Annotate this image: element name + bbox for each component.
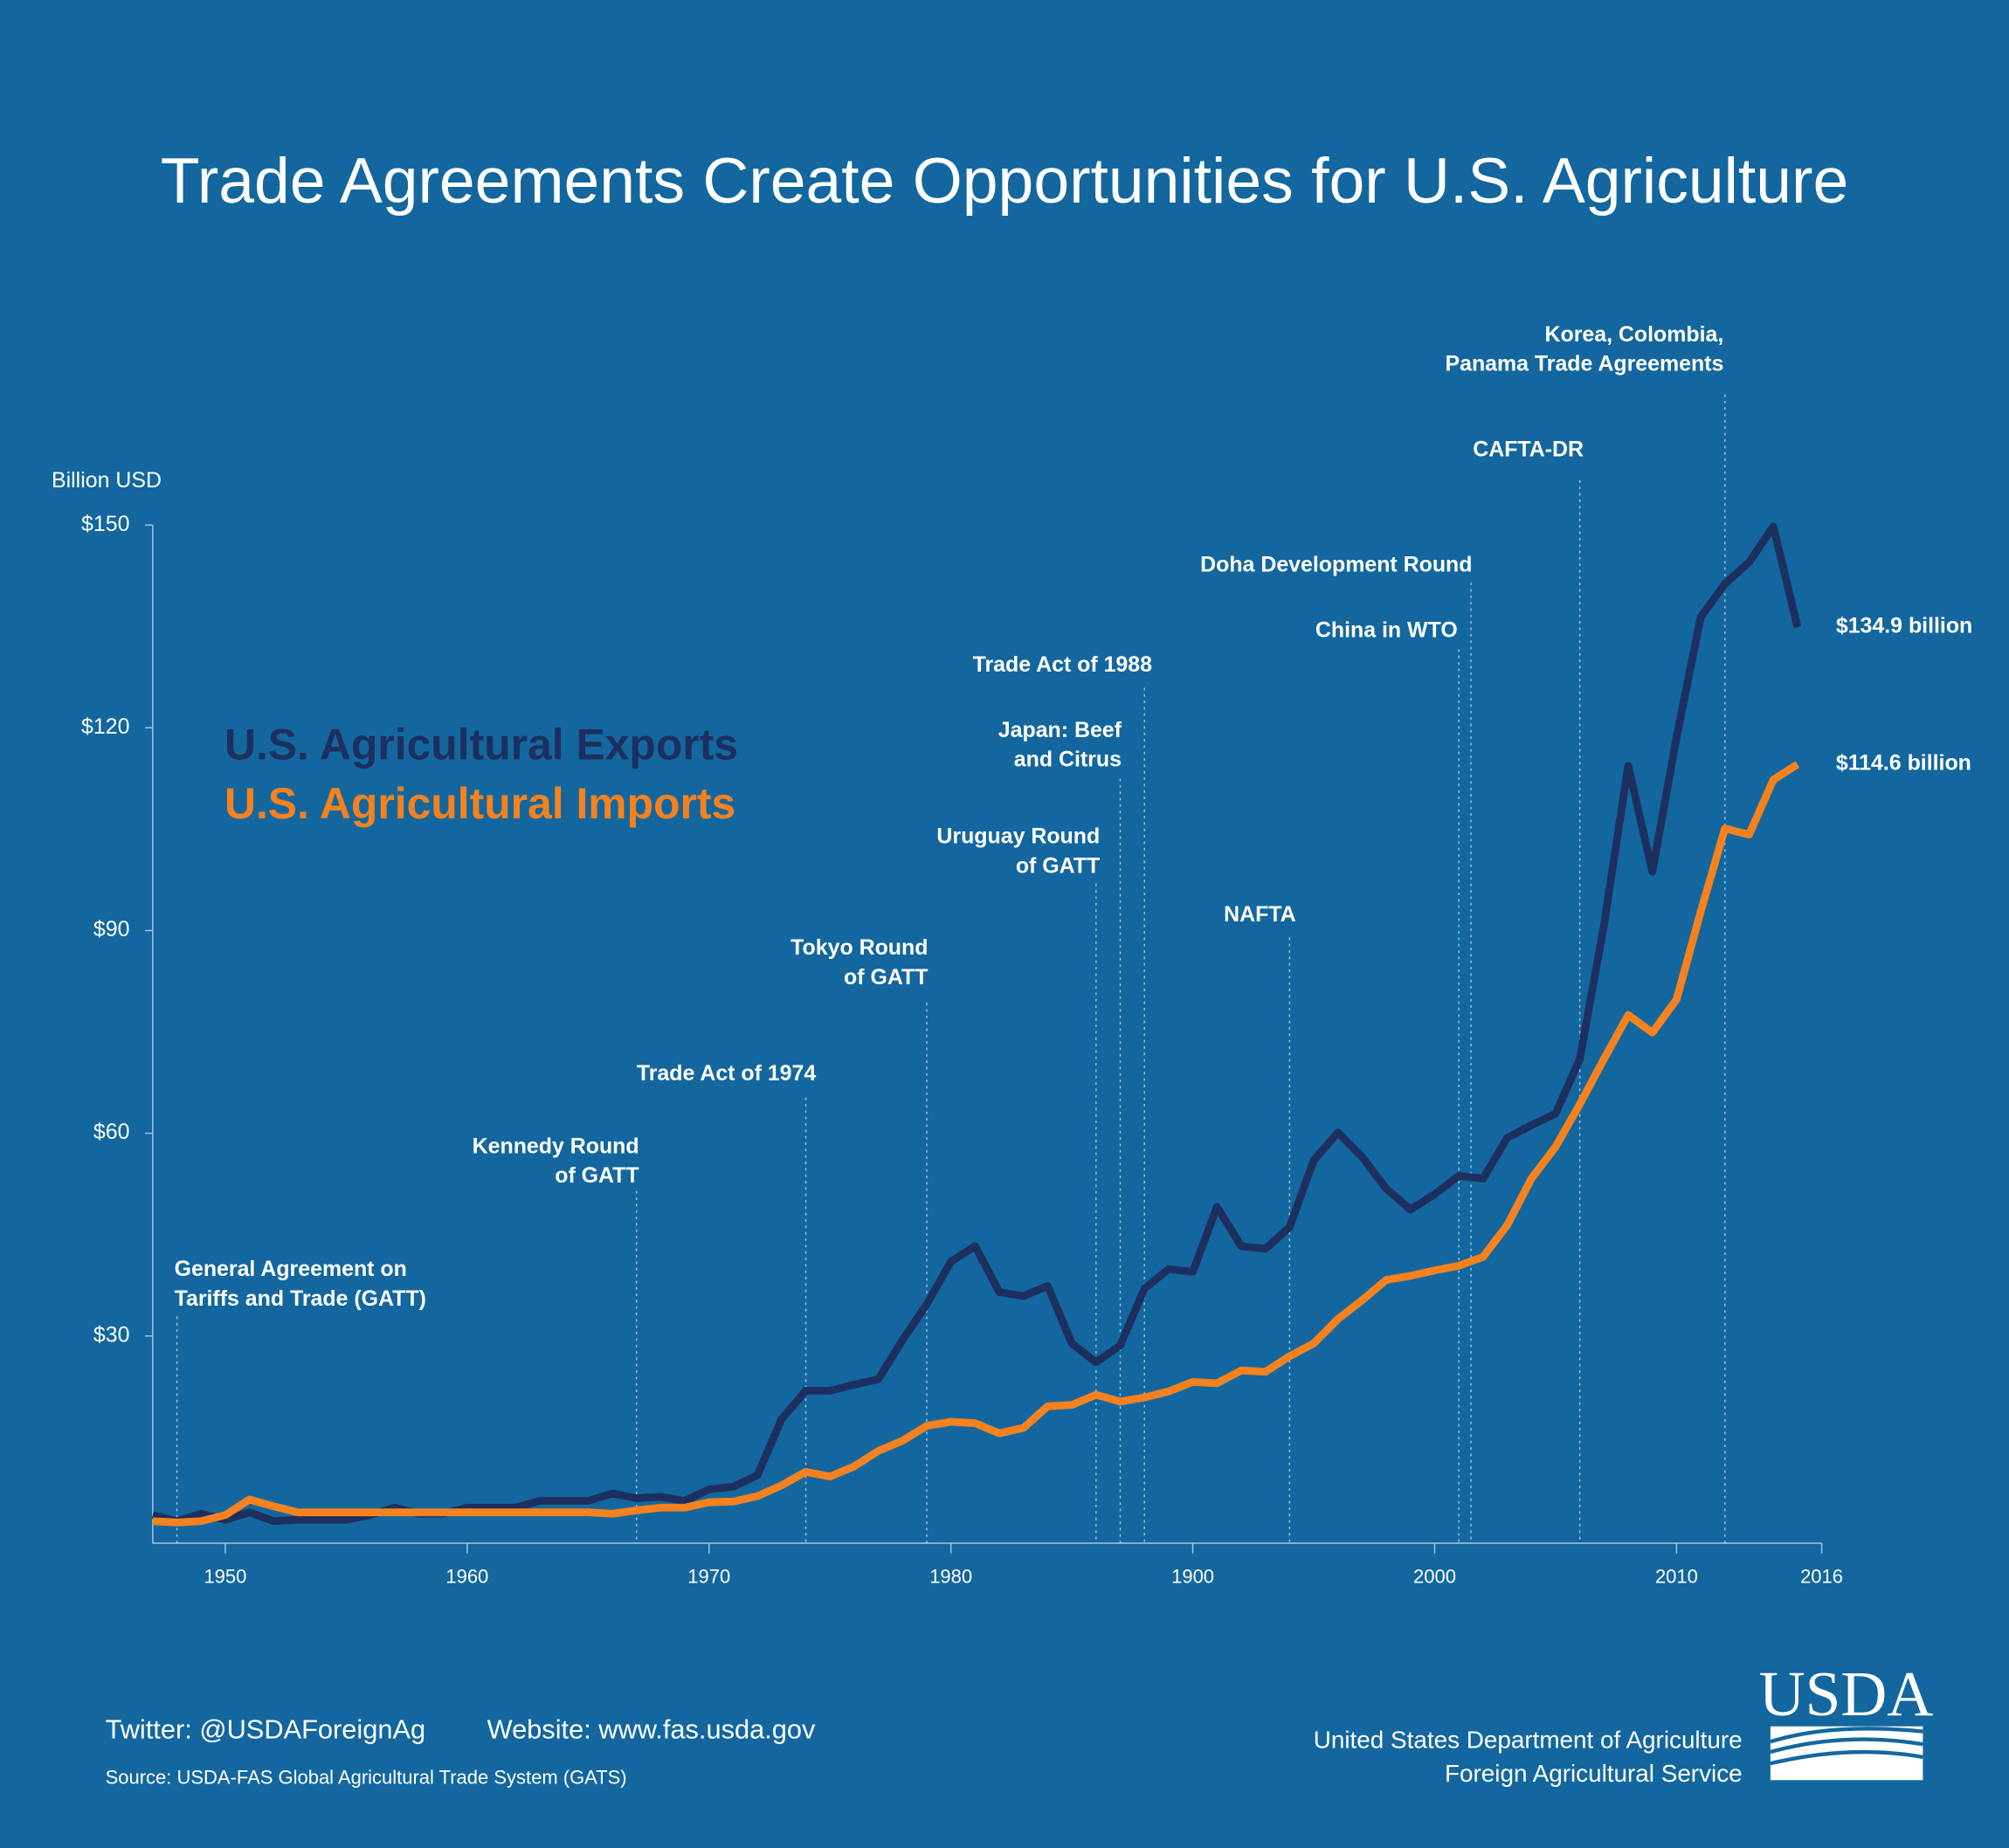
x-tick-label: 2000	[1413, 1565, 1456, 1587]
annotation-label: Tariffs and Trade (GATT)	[175, 1286, 426, 1311]
annotation-label: China in WTO	[1315, 618, 1458, 643]
annotation-label: CAFTA-DR	[1473, 438, 1584, 462]
annotation-label: Panama Trade Agreements	[1445, 351, 1723, 376]
annotation-label: Trade Act of 1988	[973, 652, 1152, 677]
website: Website: www.fas.usda.gov	[487, 1714, 816, 1745]
legend-entry: U.S. Agricultural Exports	[224, 721, 738, 769]
y-axis-label: Billion USD	[52, 468, 162, 493]
agency: United States Department of Agriculture	[1314, 1727, 1743, 1754]
y-tick-label: $60	[93, 1120, 130, 1144]
y-tick-label: $150	[81, 512, 129, 536]
annotation-label: Tokyo Round	[790, 935, 928, 960]
y-tick-label: $30	[93, 1322, 130, 1347]
annotation-label: NAFTA	[1224, 902, 1296, 927]
y-tick-label: $90	[93, 917, 130, 941]
annotation-label: Japan: Beef	[998, 718, 1122, 742]
twitter: Twitter: @USDAForeignAg	[106, 1714, 426, 1745]
annotation-label: and Citrus	[1014, 748, 1122, 772]
logo-waves	[1770, 1727, 1923, 1766]
y-tick-label: $120	[81, 714, 129, 739]
x-tick-label: 1980	[929, 1565, 972, 1587]
annotation-label: Trade Act of 1974	[637, 1061, 816, 1086]
logo-text: USDA	[1759, 1658, 1934, 1729]
annotation-label: Doha Development Round	[1200, 553, 1472, 577]
x-tick-label: 1970	[687, 1565, 730, 1587]
logo: USDA	[1759, 1658, 1934, 1781]
x-tick-label: 1900	[1171, 1565, 1214, 1587]
source: Source: USDA-FAS Global Agricultural Tra…	[106, 1767, 627, 1789]
annotation-label: of GATT	[844, 965, 928, 990]
annotation-label: of GATT	[1016, 853, 1100, 878]
end-label: $134.9 billion	[1836, 614, 1972, 638]
annotation-label: Uruguay Round	[936, 824, 1100, 849]
annotation-label: Kennedy Round	[473, 1134, 639, 1158]
x-tick-label: 2010	[1655, 1565, 1698, 1587]
annotation-label: of GATT	[555, 1163, 639, 1188]
series-line	[152, 761, 1800, 1527]
annotation-label: General Agreement on	[175, 1257, 407, 1281]
end-label: $114.6 billion	[1836, 751, 1971, 776]
agency: Foreign Agricultural Service	[1445, 1760, 1743, 1787]
annotation-label: Korea, Colombia,	[1544, 322, 1723, 347]
x-tick-label: 1950	[204, 1565, 246, 1587]
chart-title: Trade Agreements Create Opportunities fo…	[161, 145, 1848, 217]
legend-entry: U.S. Agricultural Imports	[224, 779, 735, 828]
x-tick-label: 2016	[1800, 1565, 1843, 1587]
x-tick-label: 1960	[445, 1565, 488, 1587]
